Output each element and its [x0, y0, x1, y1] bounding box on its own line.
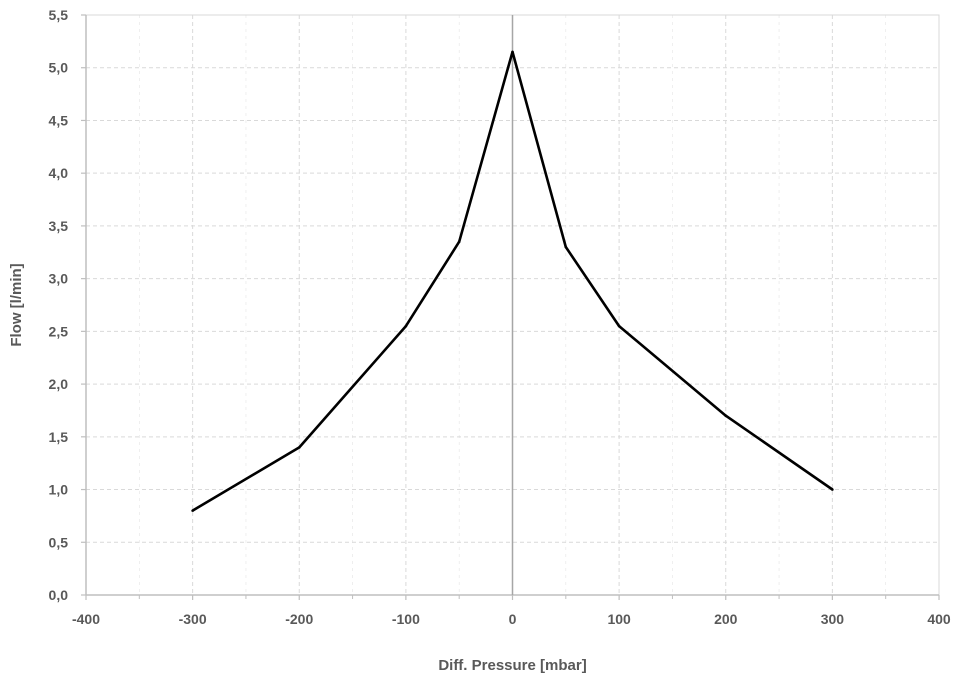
x-axis-title: Diff. Pressure [mbar]	[438, 657, 586, 674]
data-point	[564, 245, 568, 249]
y-tick-label: 5,5	[49, 7, 69, 23]
y-tick-label: 3,0	[49, 271, 69, 287]
y-axis-title: Flow [l/min]	[8, 263, 25, 346]
series	[191, 50, 834, 512]
y-tick-label: 3,5	[49, 218, 69, 234]
data-point	[404, 324, 408, 328]
x-tick-label: 100	[607, 611, 631, 627]
y-tick-label: 4,0	[49, 165, 69, 181]
grid	[85, 14, 940, 596]
tick-labels: -400 -300 -200 -100 0 100 200 300 400 0,0 0,5 1,0 1,…	[49, 7, 951, 627]
data-point	[457, 240, 461, 244]
data-point	[511, 50, 514, 54]
y-tick-label: 2,0	[49, 376, 69, 392]
y-tick-label: 1,5	[49, 429, 69, 445]
x-tick-label: -300	[179, 611, 207, 627]
data-point	[297, 446, 301, 449]
x-tick-label: 0	[509, 611, 517, 627]
data-point	[724, 414, 728, 418]
x-tick-label: 200	[714, 611, 738, 627]
x-tick-label: 400	[927, 611, 951, 627]
x-tick-label: 300	[821, 611, 845, 627]
y-tick-label: 0,0	[49, 587, 69, 603]
axes	[81, 14, 940, 600]
y-tick-label: 1,0	[49, 482, 69, 498]
x-tick-label: -400	[72, 611, 100, 627]
x-tick-label: -100	[392, 611, 420, 627]
y-tick-label: 0,5	[49, 534, 69, 550]
y-tick-label: 2,5	[49, 323, 69, 339]
x-tick-label: -200	[285, 611, 313, 627]
data-point	[831, 488, 834, 491]
y-tick-label: 5,0	[49, 60, 69, 76]
data-point	[617, 324, 621, 328]
y-tick-label: 4,5	[49, 112, 69, 128]
data-point	[191, 509, 194, 512]
